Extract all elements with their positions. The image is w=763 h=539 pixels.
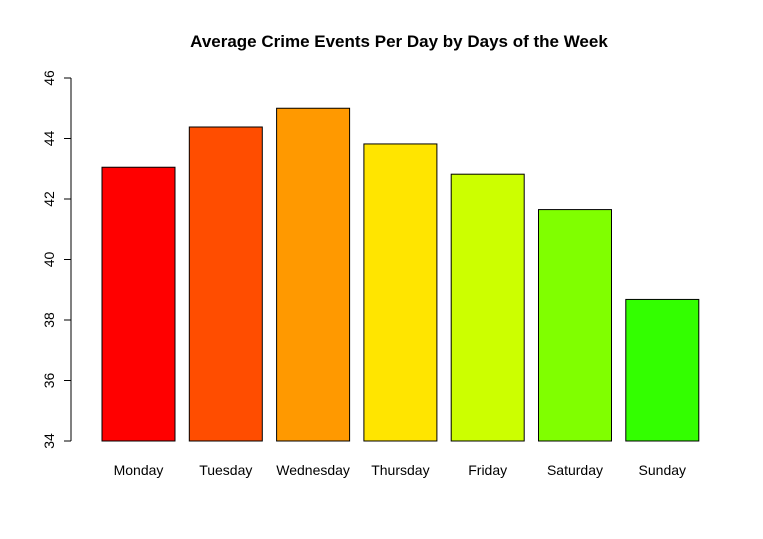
bar-tuesday: [188, 126, 263, 442]
x-category-label: Sunday: [639, 462, 686, 478]
y-tick-label: 36: [41, 373, 57, 389]
y-tick-label: 38: [41, 312, 57, 328]
y-tick-label: 34: [41, 433, 57, 449]
x-category-label: Friday: [468, 462, 507, 478]
bar-sunday: [625, 298, 700, 442]
x-axis-labels: Monday Tuesday Wednesday Thursday Friday Satu…: [114, 462, 686, 478]
bar-thursday: [363, 143, 438, 442]
y-axis: 34 36 38 40 42 44 46: [41, 70, 72, 449]
x-category-label: Wednesday: [276, 462, 350, 478]
chart-title: Average Crime Events Per Day by Days of …: [190, 32, 608, 51]
bar-monday: [101, 166, 176, 442]
y-tick-label: 46: [41, 70, 57, 86]
x-category-label: Tuesday: [199, 462, 252, 478]
bar-saturday: [538, 209, 612, 442]
bar-wednesday: [276, 107, 351, 442]
x-category-label: Saturday: [547, 462, 603, 478]
x-category-label: Monday: [114, 462, 164, 478]
y-tick-label: 44: [41, 131, 57, 147]
x-category-label: Thursday: [371, 462, 429, 478]
bars: [101, 107, 700, 442]
y-tick-label: 42: [41, 191, 57, 207]
bar-friday: [450, 173, 525, 442]
y-tick-label: 40: [41, 252, 57, 268]
